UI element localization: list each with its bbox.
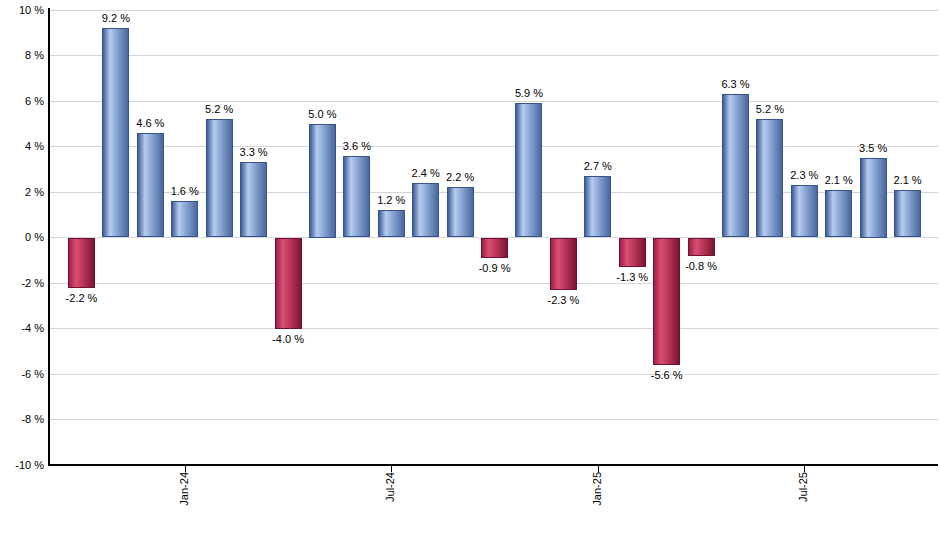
y-axis-tick-label: -2 % [0,277,44,290]
bar-negative [688,238,715,256]
monthly-returns-bar-chart: 10 % 8 % 6 % 4 % 2 % 0 % -2 % -4 % -6 % -8 % -10 %… [0,0,940,550]
bar-positive [240,162,267,237]
bar-positive [171,201,198,237]
x-axis-tick-label: Jan-24 [178,472,191,506]
x-axis-tick-label: Jul-25 [797,472,810,502]
x-axis-tick-label: Jul-24 [384,472,397,502]
y-axis-tick-label: -6 % [0,368,44,381]
bar-value-label: -5.6 % [651,369,683,382]
bar-positive [894,190,921,238]
gridline [49,419,938,420]
y-axis-tick-label: 8 % [0,49,44,62]
y-axis-tick-label: 0 % [0,231,44,244]
bar-value-label: 5.2 % [205,103,233,116]
bar-value-label: 2.7 % [584,160,612,173]
y-axis-tick-label: -4 % [0,322,44,335]
bar-negative [68,238,95,288]
bar-positive [137,133,164,238]
bar-positive [412,183,439,238]
bar-positive [791,185,818,237]
bar-positive [515,103,542,237]
bar-positive [309,124,336,238]
bar-value-label: 2.4 % [412,167,440,180]
bar-value-label: 5.9 % [515,87,543,100]
gridline [49,10,938,11]
bar-value-label: 9.2 % [102,12,130,25]
bar-negative [275,238,302,329]
bar-value-label: -0.9 % [479,262,511,275]
gridline [49,55,938,56]
bar-positive [378,210,405,237]
bar-value-label: 1.2 % [377,194,405,207]
bar-positive [206,119,233,237]
bar-value-label: 4.6 % [136,117,164,130]
gridline [49,283,938,284]
bar-negative [653,238,680,365]
bar-positive [722,94,749,237]
gridline [49,146,938,147]
bar-positive [343,156,370,238]
bar-positive [102,28,129,237]
bar-value-label: -1.3 % [616,271,648,284]
bar-value-label: -2.2 % [66,292,98,305]
y-axis-tick-label: -8 % [0,413,44,426]
y-axis-tick-label: 10 % [0,4,44,17]
bar-value-label: 2.1 % [894,174,922,187]
bar-value-label: 2.3 % [790,169,818,182]
bar-negative [550,238,577,290]
gridline [49,101,938,102]
bar-value-label: 3.3 % [240,146,268,159]
bar-negative [619,238,646,268]
y-axis-tick-label: 6 % [0,95,44,108]
bar-positive [756,119,783,237]
bar-negative [481,238,508,258]
y-axis-tick-label: -10 % [0,459,44,472]
bar-value-label: 1.6 % [171,185,199,198]
bar-value-label: 3.6 % [343,140,371,153]
y-axis-tick-label: 4 % [0,140,44,153]
bar-value-label: -2.3 % [547,294,579,307]
bar-value-label: -0.8 % [685,260,717,273]
bar-positive [584,176,611,237]
gridline [49,374,938,375]
bar-value-label: 5.2 % [756,103,784,116]
bar-value-label: -4.0 % [272,333,304,346]
bar-value-label: 2.1 % [825,174,853,187]
bar-value-label: 3.5 % [859,142,887,155]
bar-value-label: 5.0 % [308,108,336,121]
x-axis-tick-label: Jan-25 [591,472,604,506]
bar-positive [860,158,887,238]
bar-value-label: 6.3 % [721,78,749,91]
gridline [49,328,938,329]
y-axis-tick-label: 2 % [0,186,44,199]
bar-value-label: 2.2 % [446,171,474,184]
y-axis-line [48,8,50,466]
bar-positive [447,187,474,237]
x-axis-line [48,464,938,466]
bar-positive [825,190,852,238]
